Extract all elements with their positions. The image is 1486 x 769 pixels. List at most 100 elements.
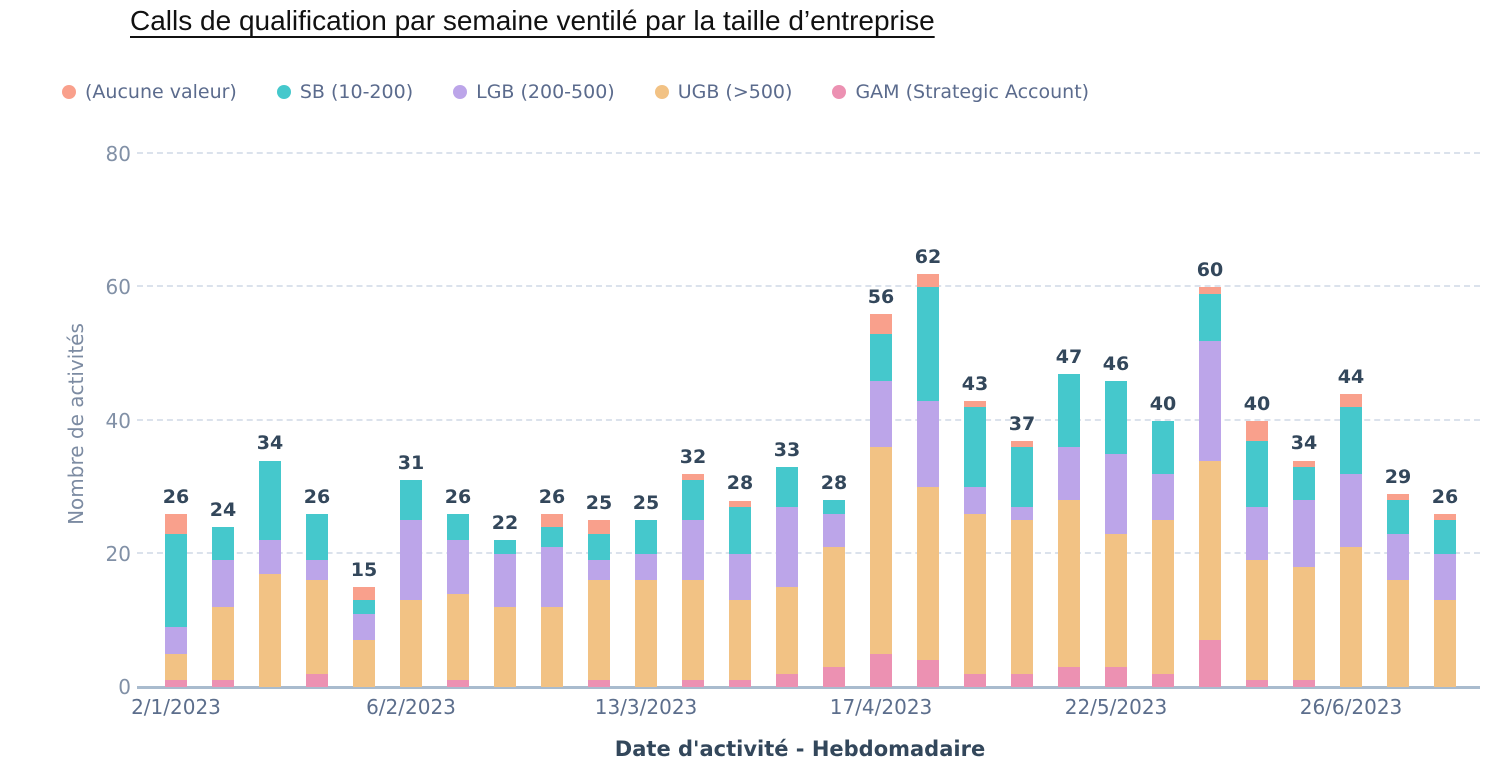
bar-segment-lgb-200-500[interactable]	[1293, 500, 1315, 568]
bar-week-12[interactable]: 32	[680, 446, 706, 687]
bar-segment-aucune-valeur[interactable]	[1011, 440, 1033, 448]
bar-segment-ugb-500[interactable]	[259, 573, 281, 687]
bar-segment-gam-strategic-account[interactable]	[306, 673, 328, 687]
bar-week-13[interactable]: 28	[727, 472, 753, 687]
bar-segment-aucune-valeur[interactable]	[1293, 460, 1315, 468]
bar-segment-sb-10-200[interactable]	[682, 480, 704, 521]
bar-week-25[interactable]: 34	[1291, 432, 1317, 687]
bar-week-20[interactable]: 47	[1056, 346, 1082, 687]
bar-segment-ugb-500[interactable]	[1011, 520, 1033, 674]
bar-segment-gam-strategic-account[interactable]	[729, 680, 751, 687]
bar-segment-lgb-200-500[interactable]	[1011, 507, 1033, 521]
bar-segment-sb-10-200[interactable]	[729, 507, 751, 554]
bar-segment-lgb-200-500[interactable]	[212, 560, 234, 608]
bar-segment-aucune-valeur[interactable]	[729, 500, 751, 508]
bar-week-10[interactable]: 25	[586, 492, 612, 687]
bar-segment-ugb-500[interactable]	[1199, 460, 1221, 641]
bar-segment-ugb-500[interactable]	[212, 607, 234, 681]
bar-week-23[interactable]: 60	[1197, 259, 1223, 687]
bar-segment-gam-strategic-account[interactable]	[447, 680, 469, 687]
bar-segment-sb-10-200[interactable]	[306, 513, 328, 561]
bar-segment-gam-strategic-account[interactable]	[1105, 667, 1127, 687]
bar-segment-lgb-200-500[interactable]	[494, 553, 516, 608]
bar-segment-ugb-500[interactable]	[1293, 567, 1315, 681]
bar-segment-sb-10-200[interactable]	[165, 533, 187, 628]
bar-segment-lgb-200-500[interactable]	[1105, 453, 1127, 534]
bar-segment-aucune-valeur[interactable]	[588, 520, 610, 534]
bar-segment-ugb-500[interactable]	[823, 547, 845, 668]
bar-segment-sb-10-200[interactable]	[1152, 420, 1174, 474]
bar-segment-sb-10-200[interactable]	[1105, 380, 1127, 454]
bar-week-27[interactable]: 29	[1385, 466, 1411, 687]
bar-segment-gam-strategic-account[interactable]	[964, 673, 986, 687]
bar-week-3[interactable]: 34	[257, 432, 283, 687]
bar-week-9[interactable]: 26	[539, 486, 565, 687]
bar-week-8[interactable]: 22	[492, 512, 518, 687]
legend-item-ugb-500[interactable]: UGB (>500)	[654, 81, 792, 103]
bar-week-6[interactable]: 31	[398, 452, 424, 687]
bar-segment-ugb-500[interactable]	[1058, 500, 1080, 668]
bar-segment-ugb-500[interactable]	[165, 653, 187, 681]
bar-week-2[interactable]: 24	[210, 499, 236, 687]
bar-segment-lgb-200-500[interactable]	[635, 553, 657, 581]
bar-segment-aucune-valeur[interactable]	[1199, 287, 1221, 294]
bar-week-18[interactable]: 43	[962, 373, 988, 687]
bar-segment-ugb-500[interactable]	[917, 487, 939, 661]
bar-segment-sb-10-200[interactable]	[259, 460, 281, 541]
bar-segment-lgb-200-500[interactable]	[306, 560, 328, 581]
bar-segment-aucune-valeur[interactable]	[1340, 393, 1362, 408]
bar-week-17[interactable]: 62	[915, 246, 941, 687]
bar-segment-gam-strategic-account[interactable]	[1152, 673, 1174, 687]
bar-segment-aucune-valeur[interactable]	[353, 587, 375, 601]
bar-segment-aucune-valeur[interactable]	[541, 513, 563, 528]
bar-segment-sb-10-200[interactable]	[964, 407, 986, 488]
bar-segment-lgb-200-500[interactable]	[400, 520, 422, 601]
bar-segment-ugb-500[interactable]	[729, 600, 751, 681]
bar-segment-ugb-500[interactable]	[447, 593, 469, 681]
bar-segment-aucune-valeur[interactable]	[870, 313, 892, 334]
bar-week-11[interactable]: 25	[633, 492, 659, 687]
bar-segment-sb-10-200[interactable]	[1340, 407, 1362, 474]
bar-segment-sb-10-200[interactable]	[1434, 520, 1456, 554]
bar-segment-gam-strategic-account[interactable]	[165, 680, 187, 687]
bar-segment-lgb-200-500[interactable]	[682, 520, 704, 581]
bar-segment-lgb-200-500[interactable]	[1387, 533, 1409, 581]
bar-segment-sb-10-200[interactable]	[1199, 293, 1221, 341]
bar-segment-ugb-500[interactable]	[776, 587, 798, 674]
bar-segment-gam-strategic-account[interactable]	[1293, 680, 1315, 687]
bar-segment-sb-10-200[interactable]	[353, 600, 375, 614]
bar-segment-sb-10-200[interactable]	[541, 527, 563, 548]
bar-segment-lgb-200-500[interactable]	[917, 400, 939, 488]
bar-segment-lgb-200-500[interactable]	[1058, 447, 1080, 501]
bar-segment-sb-10-200[interactable]	[1058, 373, 1080, 448]
bar-segment-sb-10-200[interactable]	[588, 533, 610, 561]
bar-segment-aucune-valeur[interactable]	[964, 400, 986, 408]
bar-segment-ugb-500[interactable]	[1152, 520, 1174, 674]
bar-segment-sb-10-200[interactable]	[447, 513, 469, 541]
bar-segment-ugb-500[interactable]	[870, 447, 892, 654]
bar-segment-ugb-500[interactable]	[400, 600, 422, 687]
bar-segment-gam-strategic-account[interactable]	[588, 680, 610, 687]
bar-week-19[interactable]: 37	[1009, 413, 1035, 687]
legend-item-gam-strategic-account[interactable]: GAM (Strategic Account)	[832, 81, 1089, 103]
bar-segment-ugb-500[interactable]	[1246, 560, 1268, 681]
bar-segment-sb-10-200[interactable]	[823, 500, 845, 514]
bar-segment-ugb-500[interactable]	[306, 580, 328, 674]
bar-segment-ugb-500[interactable]	[1434, 600, 1456, 687]
bar-segment-aucune-valeur[interactable]	[1246, 420, 1268, 441]
bar-segment-gam-strategic-account[interactable]	[776, 673, 798, 687]
bar-week-16[interactable]: 56	[868, 286, 894, 687]
bar-segment-sb-10-200[interactable]	[776, 467, 798, 508]
bar-segment-lgb-200-500[interactable]	[1434, 553, 1456, 601]
bar-segment-lgb-200-500[interactable]	[776, 507, 798, 588]
bar-segment-lgb-200-500[interactable]	[1152, 473, 1174, 521]
bar-segment-aucune-valeur[interactable]	[682, 473, 704, 481]
bar-segment-lgb-200-500[interactable]	[729, 553, 751, 601]
bar-segment-lgb-200-500[interactable]	[1246, 507, 1268, 561]
bar-segment-ugb-500[interactable]	[1387, 580, 1409, 687]
bar-week-5[interactable]: 15	[351, 559, 377, 687]
bar-segment-lgb-200-500[interactable]	[259, 540, 281, 574]
bar-week-1[interactable]: 26	[163, 486, 189, 687]
bar-segment-gam-strategic-account[interactable]	[823, 667, 845, 687]
bar-segment-gam-strategic-account[interactable]	[682, 680, 704, 687]
